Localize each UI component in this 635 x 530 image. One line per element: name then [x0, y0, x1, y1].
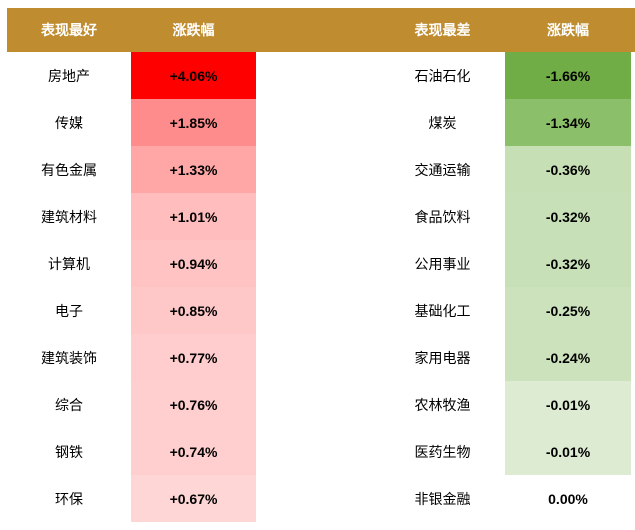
change-cell: +1.33% — [131, 146, 256, 193]
industry-name: 计算机 — [48, 255, 90, 272]
change-cell: -1.66% — [505, 52, 631, 99]
industry-name: 建筑装饰 — [41, 349, 97, 366]
header-cell: 涨跌幅 — [172, 22, 215, 38]
industry-name: 环保 — [55, 490, 83, 507]
industry-name: 非银金融 — [414, 490, 471, 507]
change-cell: +0.85% — [131, 287, 256, 334]
industry-name: 食品饮料 — [414, 208, 471, 225]
header-bar — [7, 8, 635, 52]
industry-name: 钢铁 — [55, 443, 83, 460]
change-cell: -0.36% — [505, 146, 631, 193]
header-cell: 表现最差 — [414, 22, 471, 38]
industry-name: 医药生物 — [414, 443, 471, 460]
industry-name: 农林牧渔 — [414, 396, 471, 413]
change-cell: +0.67% — [131, 475, 256, 522]
change-cell: +0.74% — [131, 428, 256, 475]
change-cell: +0.77% — [131, 334, 256, 381]
industry-name: 建筑材料 — [41, 208, 97, 225]
industry-name: 石油石化 — [414, 67, 471, 84]
industry-name: 公用事业 — [414, 255, 471, 272]
industry-name: 综合 — [55, 396, 83, 413]
change-cell: -0.25% — [505, 287, 631, 334]
header-cell: 表现最好 — [41, 22, 97, 38]
change-cell: +1.01% — [131, 193, 256, 240]
change-cell: +1.85% — [131, 99, 256, 146]
industry-name: 电子 — [55, 302, 83, 319]
change-cell: -1.34% — [505, 99, 631, 146]
industry-name: 交通运输 — [414, 161, 471, 178]
change-cell: -0.01% — [505, 428, 631, 475]
header-cell: 涨跌幅 — [547, 22, 589, 38]
industry-name: 基础化工 — [414, 302, 471, 319]
industry-name: 煤炭 — [428, 114, 457, 131]
industry-name: 有色金属 — [41, 161, 97, 178]
change-cell: -0.01% — [505, 381, 631, 428]
change-cell: +4.06% — [131, 52, 256, 99]
change-cell: +0.94% — [131, 240, 256, 287]
change-cell: +0.76% — [131, 381, 256, 428]
change-cell: -0.32% — [505, 240, 631, 287]
change-cell: -0.24% — [505, 334, 631, 381]
change-cell: 0.00% — [505, 475, 631, 522]
industry-name: 房地产 — [48, 67, 90, 84]
industry-name: 家用电器 — [414, 349, 471, 366]
change-cell: -0.32% — [505, 193, 631, 240]
industry-name: 传媒 — [55, 114, 83, 131]
